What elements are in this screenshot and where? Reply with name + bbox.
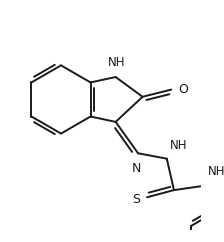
- Text: N: N: [132, 162, 141, 175]
- Text: NH: NH: [208, 166, 224, 178]
- Text: NH: NH: [108, 56, 125, 69]
- Text: O: O: [179, 83, 188, 96]
- Text: NH: NH: [170, 138, 187, 151]
- Text: S: S: [132, 193, 140, 205]
